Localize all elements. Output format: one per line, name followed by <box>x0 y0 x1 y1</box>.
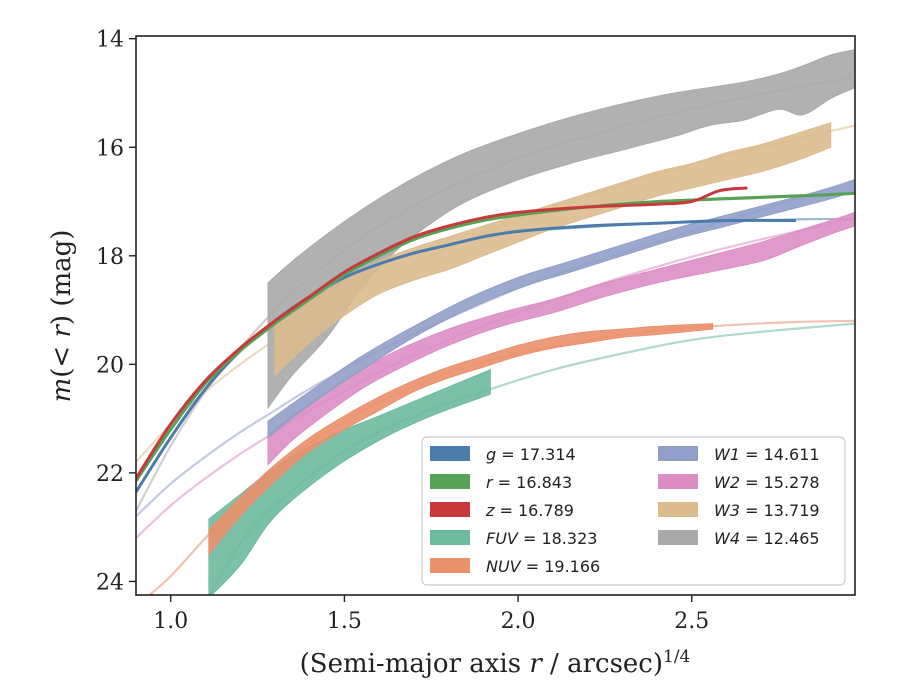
w4-profile-band <box>267 49 855 410</box>
y-tick-label: 22 <box>96 462 124 487</box>
x-axis-ticks: 1.0 1.5 2.0 2.5 <box>153 595 709 634</box>
legend-box <box>421 436 846 586</box>
legend-swatch <box>430 558 470 573</box>
r-profile-line <box>136 191 855 482</box>
y-axis-title: m(< r) (mag) <box>47 230 77 403</box>
legend-swatch <box>658 530 698 545</box>
z-profile-line <box>136 186 748 480</box>
legend-swatch <box>430 474 470 489</box>
legend-swatch <box>658 446 698 461</box>
y-tick-label: 16 <box>96 136 124 161</box>
x-tick-label: 2.5 <box>674 609 709 634</box>
legend: g = 17.314 r = 16.843 z = 16.789 FUV = 18.3… <box>421 436 846 586</box>
plot-area <box>136 49 855 595</box>
plot-frame <box>135 35 856 596</box>
y-axis-ticks: 14 16 18 20 22 24 <box>96 28 136 595</box>
x-axis-title: (Semi-major axis r / arcsec)1/4 <box>300 647 691 679</box>
nuv-profile-band <box>208 323 714 556</box>
y-tick-label: 18 <box>96 245 124 270</box>
y-tick-label: 14 <box>96 28 124 53</box>
x-tick-label: 1.0 <box>153 609 188 634</box>
w3-profile-band <box>274 122 832 377</box>
legend-label: FUV = 18.323 <box>486 529 597 548</box>
legend-label: W4 = 12.465 <box>714 529 820 548</box>
legend-label: z = 16.789 <box>485 501 574 520</box>
legend-swatch <box>658 502 698 517</box>
legend-swatch <box>430 502 470 517</box>
w1-profile-band <box>267 179 855 439</box>
y-tick-label: 24 <box>96 570 124 595</box>
legend-label: g = 17.314 <box>486 445 576 464</box>
x-tick-label: 1.5 <box>327 609 362 634</box>
legend-label: W1 = 14.611 <box>714 445 820 464</box>
legend-label: W2 = 15.278 <box>714 473 820 492</box>
legend-swatch <box>430 446 470 461</box>
legend-swatch <box>430 530 470 545</box>
w2-profile-band <box>267 211 855 466</box>
g-profile-line <box>136 218 797 493</box>
x-tick-label: 2.0 <box>501 609 536 634</box>
legend-label: W3 = 13.719 <box>714 501 820 520</box>
legend-label: NUV = 19.166 <box>486 557 600 576</box>
legend-label: r = 16.843 <box>486 473 572 492</box>
legend-swatch <box>658 474 698 489</box>
y-tick-label: 20 <box>96 353 124 378</box>
